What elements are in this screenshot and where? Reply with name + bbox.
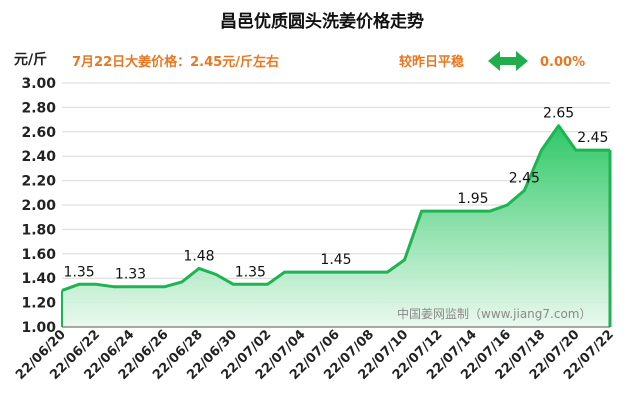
watermark-text: 中国姜网监制（www.jiang7.com） [397, 306, 591, 321]
data-label: 1.33 [115, 267, 146, 283]
y-tick-label: 1.80 [21, 222, 56, 238]
data-labels: 1.35 1.331.481.351.451.952.452.652.45 [64, 106, 609, 283]
data-label: 1.45 [320, 252, 351, 268]
y-axis-ticks: 1.00 1.20 1.40 1.60 1.80 2.00 2.20 2.40 2.60 2.80… [21, 76, 56, 336]
y-axis-unit-label: 元/斤 [14, 51, 47, 68]
data-label: 1.48 [183, 248, 214, 264]
price-info-text: 7月22日大姜价格：2.45元/斤左右 [72, 54, 279, 70]
change-percent-text: 0.00% [540, 55, 585, 70]
y-tick-label: 1.20 [21, 296, 56, 312]
data-label: 2.45 [577, 130, 608, 146]
price-area [61, 124, 612, 328]
y-tick-label: 2.60 [21, 125, 56, 141]
data-label: 2.45 [509, 170, 540, 186]
trend-text: 较昨日平稳 [399, 54, 464, 70]
chart-title: 昌邑优质圆头洗姜价格走势 [220, 11, 424, 32]
double-arrow-icon [488, 51, 528, 71]
y-tick-label: 2.80 [21, 100, 56, 116]
data-label: 1.95 [457, 191, 488, 207]
x-axis-ticks: 22/06/2022/06/2222/06/2422/06/2622/06/28… [13, 327, 617, 383]
data-label: 1.35 [235, 264, 266, 280]
y-tick-label: 2.00 [21, 198, 56, 214]
data-label: 1.35 [64, 264, 95, 280]
y-tick-label: 1.40 [21, 271, 56, 287]
price-line [61, 124, 610, 292]
y-tick-label: 2.20 [21, 174, 56, 190]
y-tick-label: 2.40 [21, 149, 56, 165]
y-tick-label: 1.00 [21, 320, 56, 336]
y-tick-label: 3.00 [21, 76, 56, 92]
y-tick-label: 1.60 [21, 247, 56, 263]
data-label: 2.65 [543, 106, 574, 122]
price-area-fill [62, 125, 610, 327]
